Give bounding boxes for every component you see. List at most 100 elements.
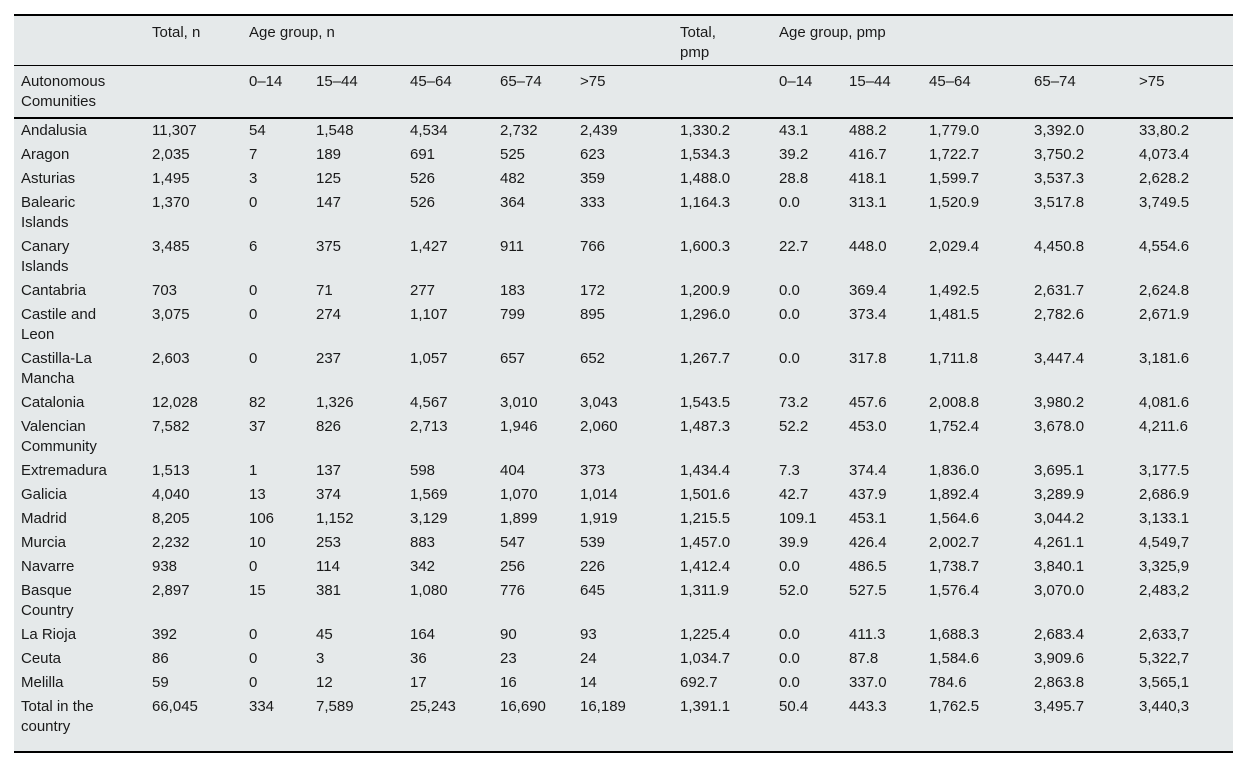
data-cell: 416.7 bbox=[849, 145, 887, 163]
data-cell: 253 bbox=[316, 533, 342, 551]
data-cell: 82 bbox=[249, 393, 266, 411]
data-cell: 766 bbox=[580, 237, 606, 255]
data-cell: 418.1 bbox=[849, 169, 887, 187]
data-cell: 938 bbox=[152, 557, 178, 575]
data-cell: 3,010 bbox=[500, 393, 538, 411]
data-cell: 1,892.4 bbox=[929, 485, 980, 503]
data-cell: 7,589 bbox=[316, 694, 410, 753]
data-cell: 2,671.9 bbox=[1139, 305, 1190, 323]
data-cell: 3,909.6 bbox=[1034, 649, 1085, 667]
data-cell: 106 bbox=[249, 509, 275, 527]
data-cell: 373 bbox=[580, 461, 606, 479]
data-cell: 2,732 bbox=[500, 121, 538, 139]
data-cell: 172 bbox=[580, 281, 606, 299]
row-name-label: La Rioja bbox=[21, 625, 77, 643]
data-cell: 375 bbox=[316, 237, 342, 255]
data-cell: 1,738.7 bbox=[929, 557, 980, 575]
table-row: Canary Islands 3,485 6 375 1,427 911 766 1,600.… bbox=[14, 235, 1233, 279]
data-cell: 0 bbox=[249, 281, 258, 299]
data-cell: 1,513 bbox=[152, 461, 190, 479]
data-cell: 237 bbox=[316, 349, 342, 367]
data-cell: 1,779.0 bbox=[929, 121, 980, 139]
data-cell: 482 bbox=[500, 169, 526, 187]
data-cell: 3,749.5 bbox=[1139, 193, 1190, 211]
data-cell: 274 bbox=[316, 305, 342, 323]
data-cell: 42.7 bbox=[779, 485, 809, 503]
data-cell: 527.5 bbox=[849, 581, 887, 599]
row-name-cell: Basque Country bbox=[14, 579, 152, 623]
data-cell: 2,713 bbox=[410, 417, 448, 435]
data-cell: 4,567 bbox=[410, 393, 448, 411]
data-cell: 799 bbox=[500, 305, 526, 323]
table-header: Total, n Age group, n Total, pmp Age gro… bbox=[14, 14, 1233, 119]
data-cell: 486.5 bbox=[849, 557, 887, 575]
data-cell: 3 bbox=[316, 649, 325, 667]
data-cell: 911 bbox=[500, 237, 524, 255]
table-row: La Rioja 392 0 45 164 90 93 1,225.4 0.0 411.3 1,68… bbox=[14, 623, 1233, 647]
data-cell: 3,181.6 bbox=[1139, 349, 1190, 367]
table-row: Aragon 2,035 7 189 691 525 623 1,534.3 39.2 416.7… bbox=[14, 143, 1233, 167]
data-cell: 1,576.4 bbox=[929, 581, 980, 599]
data-cell: 381 bbox=[316, 581, 342, 599]
row-name-label: Navarre bbox=[21, 557, 75, 575]
data-cell: 364 bbox=[500, 193, 526, 211]
data-cell: 883 bbox=[410, 533, 436, 551]
data-cell: 1,215.5 bbox=[680, 509, 731, 527]
data-cell: 90 bbox=[500, 625, 517, 643]
data-cell: 2,439 bbox=[580, 121, 618, 139]
row-name-cell: Ceuta bbox=[14, 647, 152, 671]
data-cell: 3,289.9 bbox=[1034, 485, 1085, 503]
dialysis-incidence-table: Total, n Age group, n Total, pmp Age gro… bbox=[14, 14, 1233, 753]
row-name-cell: Asturias bbox=[14, 167, 152, 191]
row-name-cell: Galicia bbox=[14, 483, 152, 507]
data-cell: 1,836.0 bbox=[929, 461, 980, 479]
header-total-n: Total, n bbox=[152, 14, 249, 66]
data-cell: 1,330.2 bbox=[680, 121, 731, 139]
data-cell: 4,211.6 bbox=[1139, 417, 1188, 435]
data-cell: 0.0 bbox=[779, 281, 800, 299]
data-cell: 3,695.1 bbox=[1034, 461, 1085, 479]
data-cell: 1,946 bbox=[500, 417, 538, 435]
data-cell: 652 bbox=[580, 349, 606, 367]
data-cell: 2,631.7 bbox=[1034, 281, 1085, 299]
table-row: Total in the country 66,045 334 7,589 25,243… bbox=[14, 694, 1233, 753]
age-label-n-65-74: 65–74 bbox=[500, 65, 580, 119]
data-cell: 52.2 bbox=[779, 417, 809, 435]
data-cell: 1,225.4 bbox=[680, 625, 731, 643]
data-cell: 0 bbox=[249, 625, 258, 643]
data-cell: 1,152 bbox=[316, 509, 354, 527]
data-cell: 1 bbox=[249, 461, 258, 479]
data-cell: 0 bbox=[249, 349, 258, 367]
data-cell: 342 bbox=[410, 557, 436, 575]
data-cell: 0.0 bbox=[779, 305, 800, 323]
data-cell: 4,040 bbox=[152, 485, 190, 503]
row-name-label: Murcia bbox=[21, 533, 67, 551]
data-cell: 2,683.4 bbox=[1034, 625, 1085, 643]
data-cell: 1,481.5 bbox=[929, 305, 980, 323]
data-cell: 17 bbox=[410, 673, 427, 691]
data-cell: 1,501.6 bbox=[680, 485, 731, 503]
row-name-cell: Navarre bbox=[14, 555, 152, 579]
data-cell: 183 bbox=[500, 281, 526, 299]
data-cell: 317.8 bbox=[849, 349, 887, 367]
data-cell: 45 bbox=[316, 625, 333, 643]
data-cell: 2,002.7 bbox=[929, 533, 980, 551]
data-cell: 2,035 bbox=[152, 145, 190, 163]
data-cell: 3,325,9 bbox=[1139, 557, 1190, 575]
data-cell: 3,750.2 bbox=[1034, 145, 1085, 163]
data-cell: 1,296.0 bbox=[680, 305, 731, 323]
row-name-label: Asturias bbox=[21, 169, 76, 187]
age-label-n-15-44: 15–44 bbox=[316, 65, 410, 119]
data-cell: 703 bbox=[152, 281, 178, 299]
table-row: Valencian Community 7,582 37 826 2,713 1,946 2… bbox=[14, 415, 1233, 459]
data-cell: 3,177.5 bbox=[1139, 461, 1190, 479]
data-cell: 114 bbox=[316, 557, 340, 575]
data-cell: 337.0 bbox=[849, 673, 887, 691]
data-cell: 3,678.0 bbox=[1034, 417, 1085, 435]
data-cell: 2,232 bbox=[152, 533, 190, 551]
data-cell: 2,686.9 bbox=[1139, 485, 1190, 503]
row-name-cell: Total in the country bbox=[14, 694, 152, 753]
row-name-label: Andalusia bbox=[21, 121, 87, 139]
data-cell: 3,133.1 bbox=[1139, 509, 1190, 527]
data-cell: 369.4 bbox=[849, 281, 887, 299]
